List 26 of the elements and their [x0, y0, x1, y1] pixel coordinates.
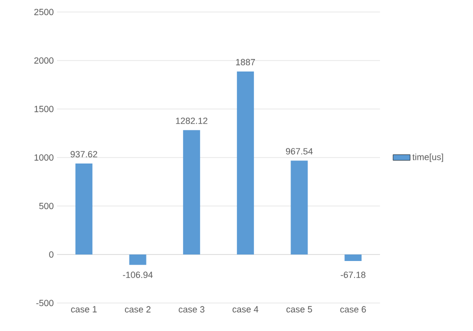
- bar: [236, 71, 254, 254]
- y-tick-label: 2000: [34, 57, 54, 64]
- y-tick-label: 2500: [34, 8, 54, 16]
- y-tick-label: 0: [49, 251, 54, 258]
- y-tick-label: 500: [39, 202, 54, 210]
- y-tick-label: 1000: [34, 154, 54, 161]
- y-tick-label: -500: [36, 300, 54, 306]
- x-tick-label: case 2: [124, 306, 150, 313]
- data-label: 1887: [236, 58, 255, 66]
- bar: [344, 254, 362, 262]
- x-tick-label: case 3: [178, 306, 204, 313]
- x-tick-label: case 1: [71, 306, 97, 312]
- data-label: -106.94: [122, 272, 153, 278]
- x-tick-label: case 6: [340, 306, 366, 313]
- x-tick-label: case 4: [232, 306, 258, 312]
- data-label: 967.54: [286, 148, 313, 154]
- bar: [290, 160, 308, 254]
- data-label: 937.62: [70, 151, 98, 158]
- x-tick-label: case 5: [286, 306, 312, 312]
- bar: [183, 130, 200, 254]
- y-tick-label: 1500: [34, 106, 54, 112]
- data-label: -67.18: [340, 272, 366, 278]
- data-label: 1282.12: [176, 118, 208, 124]
- bar: [129, 254, 146, 265]
- bar: [75, 164, 92, 254]
- legend-label: time[us]: [412, 154, 444, 162]
